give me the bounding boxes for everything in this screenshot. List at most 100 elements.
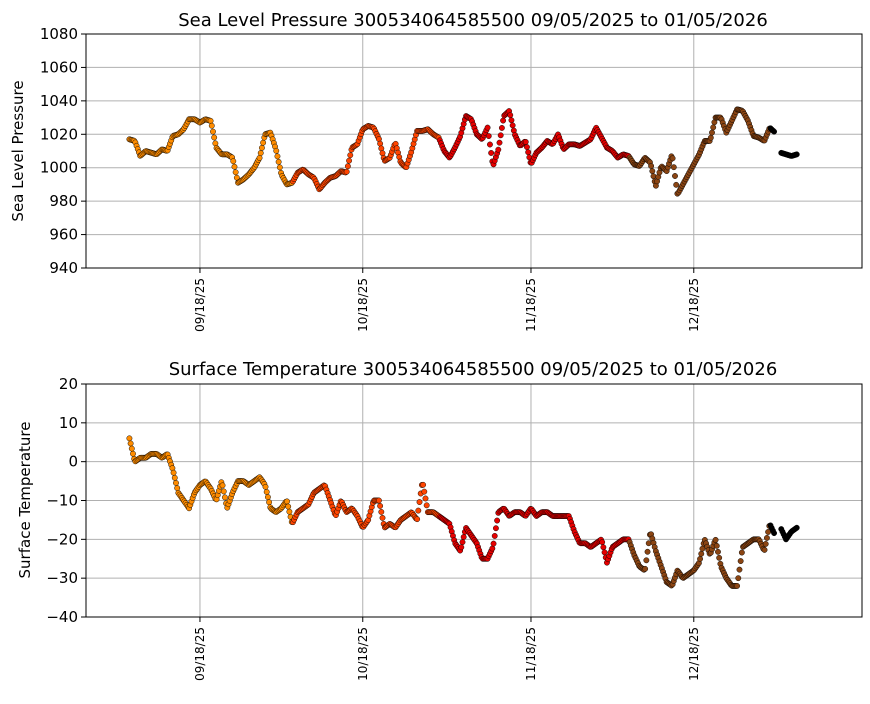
data-point	[771, 128, 778, 135]
data-point	[669, 155, 676, 162]
data-point	[219, 482, 226, 489]
data-point	[264, 494, 271, 501]
y-tick-label: −40	[46, 608, 78, 626]
data-point	[698, 550, 705, 557]
data-point	[126, 435, 133, 442]
data-point	[489, 545, 496, 552]
data-point	[343, 168, 350, 175]
data-point	[491, 532, 498, 539]
data-point	[485, 133, 492, 139]
y-tick-label: 20	[59, 375, 78, 393]
data-point	[524, 144, 530, 150]
data-point	[710, 124, 717, 131]
data-point	[672, 173, 678, 179]
data-point	[423, 502, 430, 509]
data-point	[670, 164, 677, 171]
data-point	[522, 138, 529, 145]
y-tick-label: 1060	[40, 58, 78, 76]
data-point	[170, 469, 177, 476]
data-point	[377, 503, 384, 509]
data-point	[715, 548, 721, 555]
data-point	[484, 124, 491, 131]
data-point	[649, 168, 656, 175]
data-point	[771, 530, 778, 537]
y-tick-label: −30	[46, 569, 78, 587]
data-point	[171, 474, 178, 481]
data-points	[126, 435, 800, 589]
y-axis-label: Surface Temperature	[16, 422, 34, 579]
x-tick-label: 09/18/25	[193, 627, 207, 681]
data-point	[266, 499, 273, 506]
data-point	[210, 128, 216, 135]
data-point	[274, 153, 281, 160]
y-tick-label: 10	[59, 414, 78, 432]
chart-title: Sea Level Pressure 300534064585500 09/05…	[178, 10, 768, 31]
y-tick-label: 1080	[40, 25, 78, 43]
x-tick-label: 11/18/25	[524, 627, 538, 681]
data-point	[498, 125, 505, 131]
data-point	[376, 497, 382, 504]
data-point	[764, 535, 770, 541]
x-tick-label: 09/18/25	[193, 278, 207, 332]
data-point	[174, 485, 181, 491]
data-point	[232, 169, 239, 176]
data-point	[285, 503, 292, 510]
data-point	[494, 517, 501, 524]
data-point	[347, 152, 354, 159]
data-point	[284, 498, 290, 505]
data-point	[378, 508, 385, 515]
data-point	[735, 575, 742, 582]
data-point	[648, 163, 655, 169]
data-point	[460, 534, 467, 540]
data-point	[220, 488, 227, 495]
data-point	[130, 450, 136, 457]
data-point	[208, 122, 215, 129]
data-point	[459, 539, 466, 546]
data-point	[707, 134, 714, 141]
data-point	[420, 481, 427, 488]
x-tick-label: 12/18/25	[687, 278, 701, 332]
data-point	[709, 129, 715, 136]
data-point	[673, 181, 680, 188]
data-point	[716, 554, 723, 561]
data-point	[487, 141, 493, 148]
data-point	[422, 495, 429, 502]
data-point	[458, 544, 465, 551]
data-point	[793, 524, 800, 531]
data-point	[643, 557, 650, 564]
data-point	[257, 150, 264, 156]
data-point	[736, 566, 743, 573]
data-point	[738, 549, 745, 556]
data-point	[128, 445, 135, 452]
data-point	[230, 158, 237, 165]
data-point	[379, 514, 386, 521]
data-point	[414, 516, 421, 523]
grid	[86, 383, 862, 618]
data-point	[509, 122, 516, 129]
data-point	[377, 140, 384, 147]
data-point	[762, 540, 769, 547]
data-point	[127, 440, 134, 447]
data-point	[500, 117, 507, 124]
data-point	[488, 150, 495, 156]
data-point	[207, 117, 214, 124]
data-point	[173, 480, 179, 486]
x-tick-label: 10/18/25	[356, 627, 370, 681]
data-point	[599, 539, 606, 546]
y-tick-label: 0	[68, 453, 78, 471]
axis-ticks: 940 960 980 1000 1020 1040 1060 1080 09/18/25 10/…	[40, 25, 701, 332]
data-point	[650, 173, 657, 180]
data-point	[601, 549, 608, 556]
data-point	[508, 117, 515, 124]
data-point	[262, 483, 269, 490]
y-tick-label: 1000	[40, 159, 78, 177]
y-tick-label: 960	[49, 226, 78, 244]
x-tick-label: 11/18/25	[524, 278, 538, 332]
data-point	[273, 147, 280, 154]
y-tick-label: 980	[49, 192, 78, 210]
x-tick-label: 10/18/25	[356, 278, 370, 332]
data-points	[126, 106, 800, 197]
data-point	[260, 139, 267, 146]
